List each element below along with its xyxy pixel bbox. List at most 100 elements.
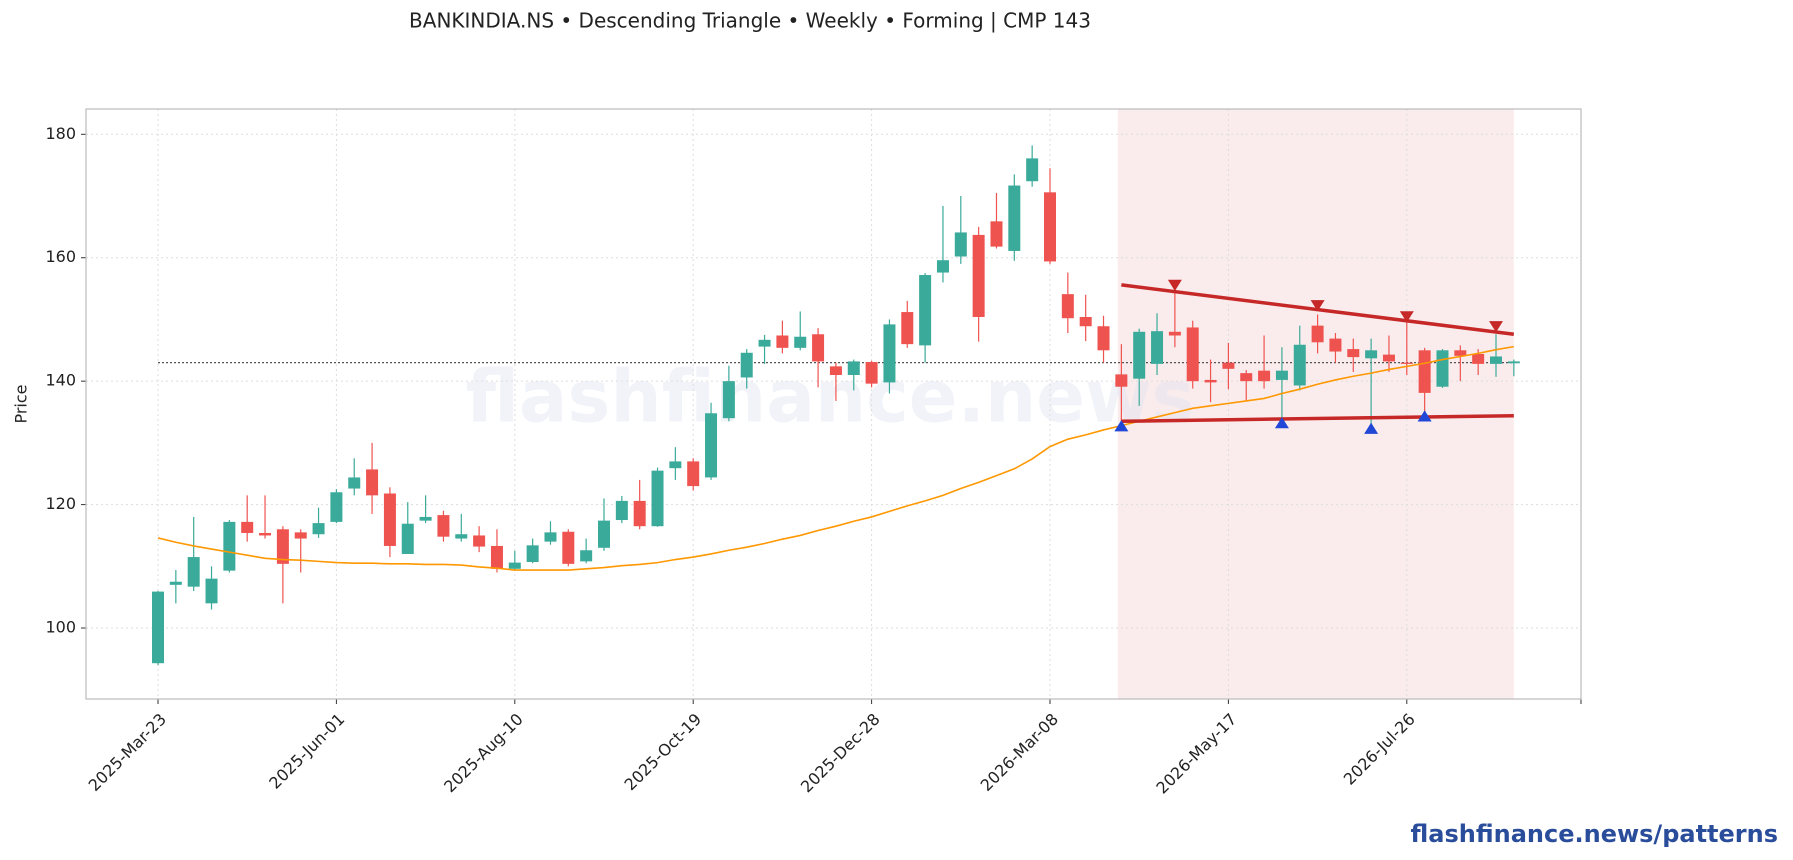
candle-body: [1151, 331, 1164, 364]
candle-body: [812, 334, 825, 362]
candle-body: [598, 520, 610, 548]
candle-body: [276, 529, 289, 564]
candle-body: [776, 335, 789, 348]
candle-body: [1472, 354, 1485, 364]
candle-body: [419, 516, 432, 521]
candle-body: [490, 545, 503, 569]
candle-body: [437, 515, 450, 537]
candle-body: [1490, 356, 1502, 364]
candle-body: [205, 578, 218, 604]
y-tick-label: 140: [45, 371, 76, 390]
x-tick-label: 2026-May-17: [1152, 710, 1240, 798]
pattern-zone: [1117, 109, 1514, 699]
candle-body: [562, 531, 575, 564]
candle-body: [1008, 185, 1021, 251]
candle-body: [865, 362, 878, 384]
y-tick-label: 160: [45, 247, 76, 266]
candle-body: [758, 339, 771, 347]
chart-title: BANKINDIA.NS • Descending Triangle • Wee…: [409, 9, 1091, 33]
footer-link: flashfinance.news/patterns: [1410, 820, 1778, 848]
pivot-high: [1399, 311, 1414, 323]
candle-body: [330, 492, 343, 522]
candle-body: [615, 500, 628, 521]
x-tick-label: 2025-Jun-01: [265, 710, 348, 793]
candle-body: [651, 470, 664, 527]
candle-body: [526, 545, 539, 562]
candle-body: [544, 532, 557, 542]
candle-body: [1186, 327, 1199, 382]
candle-body: [1168, 331, 1181, 336]
candle-body: [1347, 349, 1360, 358]
pivot-low: [1417, 410, 1432, 422]
candle-body: [169, 581, 182, 585]
candle-body: [1418, 350, 1431, 393]
candle-body: [366, 469, 379, 496]
y-tick-label: 100: [45, 618, 76, 637]
candle-body: [847, 361, 860, 375]
candle-body: [722, 381, 735, 419]
candle-body: [1275, 370, 1288, 380]
candle-body: [1240, 373, 1253, 382]
candle-body: [259, 532, 272, 536]
candle-body: [1097, 326, 1110, 351]
pivot-high: [1167, 279, 1182, 291]
candle-body: [990, 221, 1003, 247]
candle-body: [972, 234, 985, 317]
y-tick-label: 120: [45, 494, 76, 513]
candle-body: [348, 477, 361, 489]
candle-body: [1311, 325, 1324, 343]
candle-body: [187, 557, 200, 587]
candle-body: [401, 523, 414, 554]
candle-body: [1329, 338, 1342, 352]
candle-body: [919, 275, 932, 346]
candle-body: [740, 352, 753, 378]
candle-body: [669, 461, 682, 469]
candle-body: [1365, 350, 1378, 359]
candle-body: [1454, 350, 1467, 356]
candle-body: [1258, 370, 1271, 382]
candle-body: [1079, 316, 1092, 327]
candle-body: [1204, 379, 1217, 383]
candle-body: [883, 324, 896, 383]
y-tick-label: 180: [45, 124, 76, 143]
candle-body: [1293, 344, 1306, 386]
candle-body: [312, 523, 325, 535]
candle-body: [705, 413, 718, 478]
candle-body: [1436, 350, 1449, 387]
x-tick-label: 2026-Mar-08: [977, 710, 1062, 795]
y-axis-label: Price: [12, 384, 31, 423]
candle-body: [1400, 362, 1413, 364]
candle-body: [633, 500, 646, 527]
candle-body: [1133, 331, 1146, 379]
candle-body: [1061, 294, 1074, 319]
candle-body: [508, 562, 521, 569]
candle-body: [473, 535, 486, 547]
support-line: [1121, 413, 1514, 424]
candle-body: [687, 461, 700, 487]
candle-body: [1044, 192, 1056, 262]
candle-body: [1115, 374, 1128, 387]
candle-body: [1382, 354, 1395, 362]
pivot-high: [1489, 321, 1503, 333]
candle-body: [580, 550, 593, 562]
candle-body: [954, 232, 967, 257]
pivot-low: [1274, 417, 1289, 429]
candle-body: [294, 532, 307, 539]
x-tick-label: 2026-Jul-26: [1340, 710, 1419, 789]
candle-body: [241, 521, 254, 533]
pivot-low: [1364, 422, 1379, 434]
candle-body: [794, 336, 807, 348]
candle-body: [223, 521, 236, 571]
candle-body: [1026, 158, 1039, 182]
x-tick-label: 2025-Oct-19: [621, 710, 706, 795]
x-tick-label: 2025-Dec-28: [797, 710, 884, 797]
pivot-high: [1310, 300, 1325, 312]
candle-body: [901, 312, 914, 345]
candle-body: [1222, 362, 1235, 369]
moving-average: [157, 345, 1514, 571]
x-tick-label: 2025-Aug-10: [440, 710, 527, 797]
candle-body: [152, 591, 164, 664]
pivot-low: [1114, 420, 1129, 432]
candle-body: [829, 366, 842, 375]
